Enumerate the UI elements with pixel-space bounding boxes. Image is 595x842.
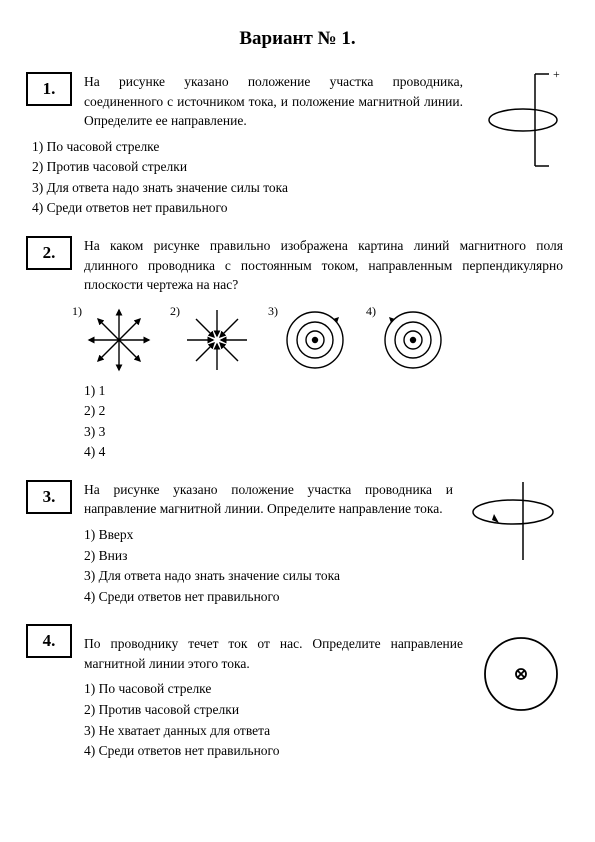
option: 2) Вниз [84,546,453,566]
option: 1) 1 [84,381,563,401]
question-1-prompt: На рисунке указано положение участка про… [84,72,463,131]
option: 4) Среди ответов нет правильного [84,741,463,761]
q2-fig-4: 4) [378,305,448,375]
question-number: 3. [43,487,56,507]
question-4-figure [479,632,563,716]
option: 2) 2 [84,401,563,421]
option: 4) 4 [84,442,563,462]
subfigure-label: 3) [268,303,278,320]
option: 2) Против часовой стрелки [32,157,463,177]
question-number: 4. [43,631,56,651]
question-number: 2. [43,243,56,263]
option: 3) Для ответа надо знать значение силы т… [84,566,453,586]
question-1: 1. + На рисунке указано положение участк… [32,72,563,218]
option: 3) 3 [84,422,563,442]
page-title: Вариант № 1. [32,28,563,50]
question-2: 2. На каком рисунке правильно изображена… [32,236,563,462]
option: 1) Вверх [84,525,453,545]
question-1-options: 1) По часовой стрелке 2) Против часовой … [32,137,463,218]
question-number-box: 1. [26,72,72,106]
subfigure-label: 1) [72,303,82,320]
question-2-prompt: На каком рисунке правильно изображена ка… [84,236,563,295]
question-1-figure: + [473,66,563,186]
q2-fig-3: 3) [280,305,350,375]
question-2-options: 1) 1 2) 2 3) 3 4) 4 [84,381,563,462]
question-2-figures: 1) 2) [84,305,563,375]
option: 3) Не хватает данных для ответа [84,721,463,741]
question-number-box: 3. [26,480,72,514]
question-number: 1. [43,79,56,99]
question-3-options: 1) Вверх 2) Вниз 3) Для ответа надо знат… [84,525,453,606]
option: 4) Среди ответов нет правильного [84,587,453,607]
option: 4) Среди ответов нет правильного [32,198,463,218]
subfigure-label: 2) [170,303,180,320]
question-4-options: 1) По часовой стрелке 2) Против часовой … [84,679,463,760]
option: 2) Против часовой стрелки [84,700,463,720]
question-number-box: 4. [26,624,72,658]
question-number-box: 2. [26,236,72,270]
q2-fig-2: 2) [182,305,252,375]
svg-text:+: + [553,67,560,81]
option: 3) Для ответа надо знать значение силы т… [32,178,463,198]
question-3-figure [463,476,563,566]
question-4-prompt: По проводнику течет ток от нас. Определи… [84,634,463,673]
subfigure-label: 4) [366,303,376,320]
question-4: 4. По проводнику течет ток от нас. Опред… [32,624,563,760]
q2-fig-1: 1) [84,305,154,375]
question-3: 3. На рисунке указано положение участка … [32,480,563,606]
option: 1) По часовой стрелке [84,679,463,699]
option: 1) По часовой стрелке [32,137,463,157]
question-3-prompt: На рисунке указано положение участка про… [84,480,453,519]
